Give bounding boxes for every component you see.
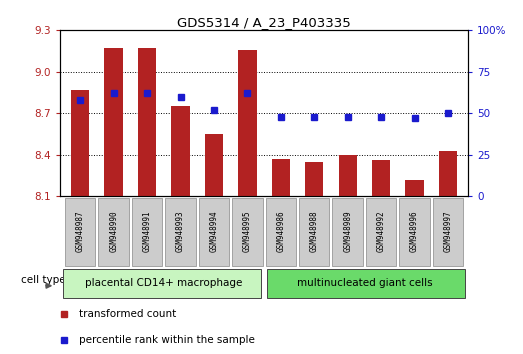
Text: GSM948992: GSM948992 <box>377 210 385 252</box>
Bar <box>266 198 296 266</box>
Bar <box>232 198 263 266</box>
Bar <box>165 198 196 266</box>
Bar <box>138 48 156 196</box>
Text: transformed count: transformed count <box>78 309 176 320</box>
Bar <box>333 198 363 266</box>
Text: GSM948996: GSM948996 <box>410 210 419 252</box>
Bar <box>305 162 323 196</box>
Text: GSM948988: GSM948988 <box>310 210 319 252</box>
Bar <box>299 198 329 266</box>
Bar <box>105 48 123 196</box>
Text: GSM948997: GSM948997 <box>444 210 452 252</box>
Bar <box>172 106 190 196</box>
Bar <box>65 198 95 266</box>
Text: GSM948991: GSM948991 <box>143 210 152 252</box>
Text: cell type: cell type <box>21 275 66 285</box>
Bar <box>433 198 463 266</box>
Bar <box>71 90 89 196</box>
Bar <box>98 198 129 266</box>
Bar <box>372 160 390 196</box>
Bar <box>199 198 229 266</box>
Bar <box>271 159 290 196</box>
Text: GSM948994: GSM948994 <box>209 210 219 252</box>
Text: placental CD14+ macrophage: placental CD14+ macrophage <box>85 278 243 288</box>
Bar <box>238 50 257 196</box>
Bar <box>400 198 430 266</box>
Text: GSM948987: GSM948987 <box>76 210 85 252</box>
Bar <box>63 269 262 298</box>
Text: percentile rank within the sample: percentile rank within the sample <box>78 335 254 345</box>
Bar <box>205 134 223 196</box>
Text: GSM948986: GSM948986 <box>276 210 286 252</box>
Title: GDS5314 / A_23_P403335: GDS5314 / A_23_P403335 <box>177 16 351 29</box>
Bar <box>267 269 465 298</box>
Bar <box>439 151 457 196</box>
Bar <box>338 155 357 196</box>
Text: GSM948993: GSM948993 <box>176 210 185 252</box>
Text: GSM948990: GSM948990 <box>109 210 118 252</box>
Text: GSM948989: GSM948989 <box>343 210 352 252</box>
Bar <box>366 198 396 266</box>
Bar <box>132 198 162 266</box>
Text: multinucleated giant cells: multinucleated giant cells <box>297 278 432 288</box>
Text: GSM948995: GSM948995 <box>243 210 252 252</box>
Bar <box>405 180 424 196</box>
